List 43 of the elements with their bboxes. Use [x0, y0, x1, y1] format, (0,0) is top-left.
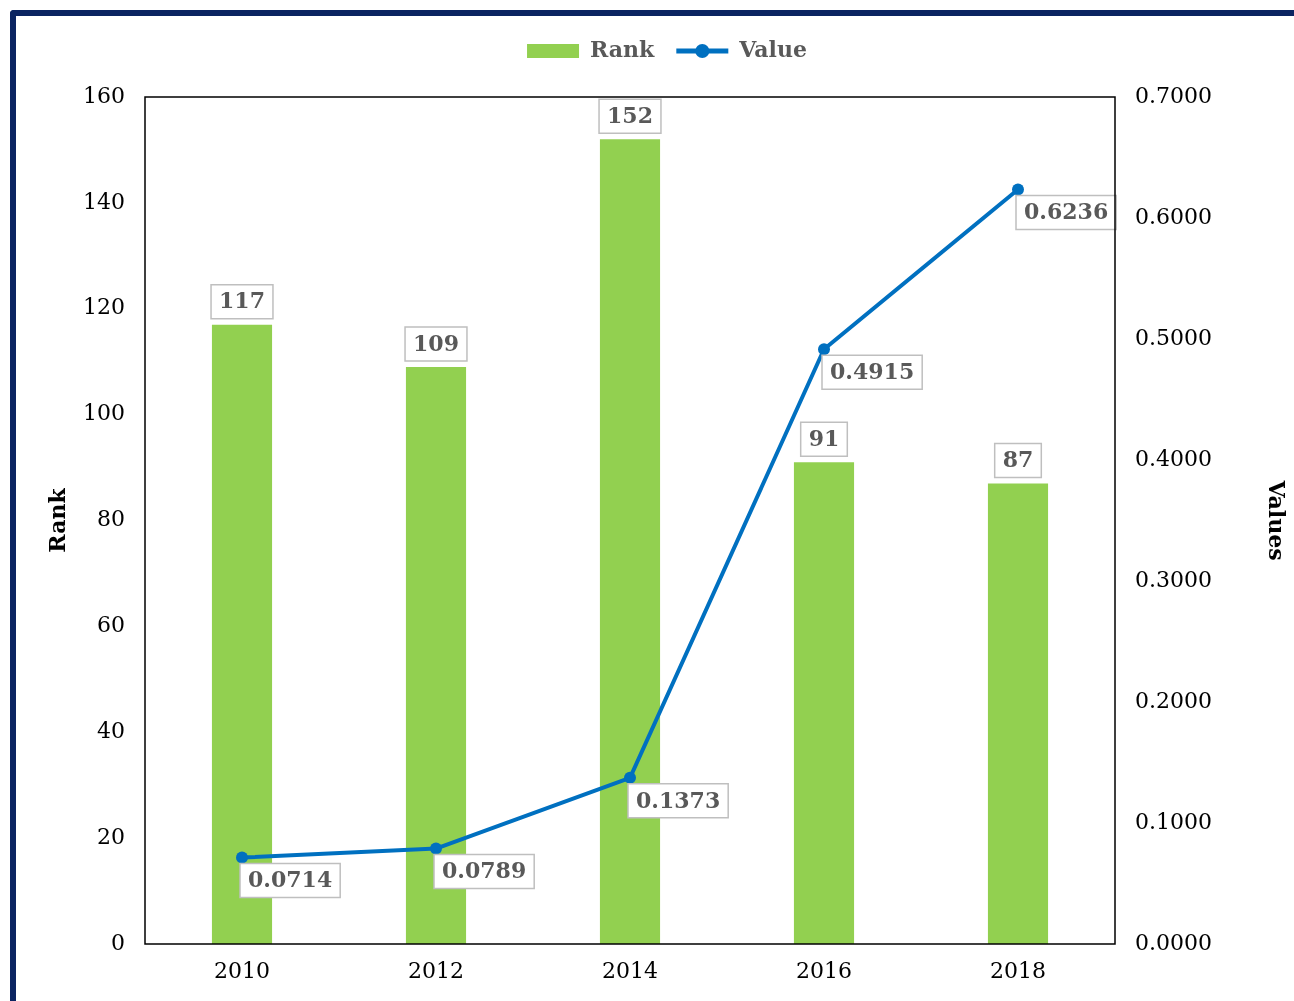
x-tick-label: 2012	[408, 957, 464, 983]
y-tick-label: 40	[97, 717, 125, 743]
data-label: 0.6236	[1024, 198, 1109, 225]
point	[236, 851, 248, 864]
bar	[793, 462, 855, 944]
data-label: 0.0714	[248, 866, 333, 893]
y2-tick-label: 0.2000	[1135, 687, 1212, 713]
point	[818, 343, 830, 356]
data-label: 152	[607, 102, 653, 129]
x-tick-label: 2018	[990, 957, 1046, 983]
data-label: 109	[413, 329, 459, 356]
point	[624, 771, 636, 784]
y-axis-title: Rank	[43, 487, 70, 553]
legend-label: Rank	[590, 35, 656, 62]
data-label: 87	[1002, 446, 1034, 473]
y-tick-label: 100	[83, 400, 125, 426]
y-tick-label: 120	[83, 294, 125, 320]
y-tick-label: 80	[97, 506, 125, 532]
y-tick-label: 20	[97, 823, 125, 849]
data-label: 0.1373	[636, 786, 721, 813]
y2-axis-title: Values	[1264, 479, 1291, 561]
x-tick-label: 2010	[214, 957, 270, 983]
y-tick-label: 0	[111, 929, 125, 955]
y2-tick-label: 0.4000	[1135, 445, 1212, 471]
data-label: 117	[219, 287, 265, 314]
y2-tick-label: 0.3000	[1135, 566, 1212, 592]
y2-tick-label: 0.6000	[1135, 203, 1212, 229]
x-tick-label: 2016	[796, 957, 852, 983]
data-label: 0.4915	[830, 358, 915, 384]
point	[1012, 183, 1024, 196]
y-tick-label: 140	[83, 188, 125, 214]
y-tick-label: 60	[97, 612, 125, 638]
x-tick-label: 2014	[602, 957, 658, 983]
y2-tick-label: 0.7000	[1135, 82, 1212, 108]
data-label: 0.0789	[442, 857, 527, 884]
bar	[987, 483, 1049, 944]
y2-tick-label: 0.0000	[1135, 929, 1212, 955]
y2-tick-label: 0.1000	[1135, 808, 1212, 834]
legend-label: Value	[738, 35, 807, 62]
point	[430, 842, 442, 855]
y2-tick-label: 0.5000	[1135, 324, 1212, 350]
y-tick-label: 160	[83, 82, 125, 108]
data-label: 91	[808, 424, 840, 451]
